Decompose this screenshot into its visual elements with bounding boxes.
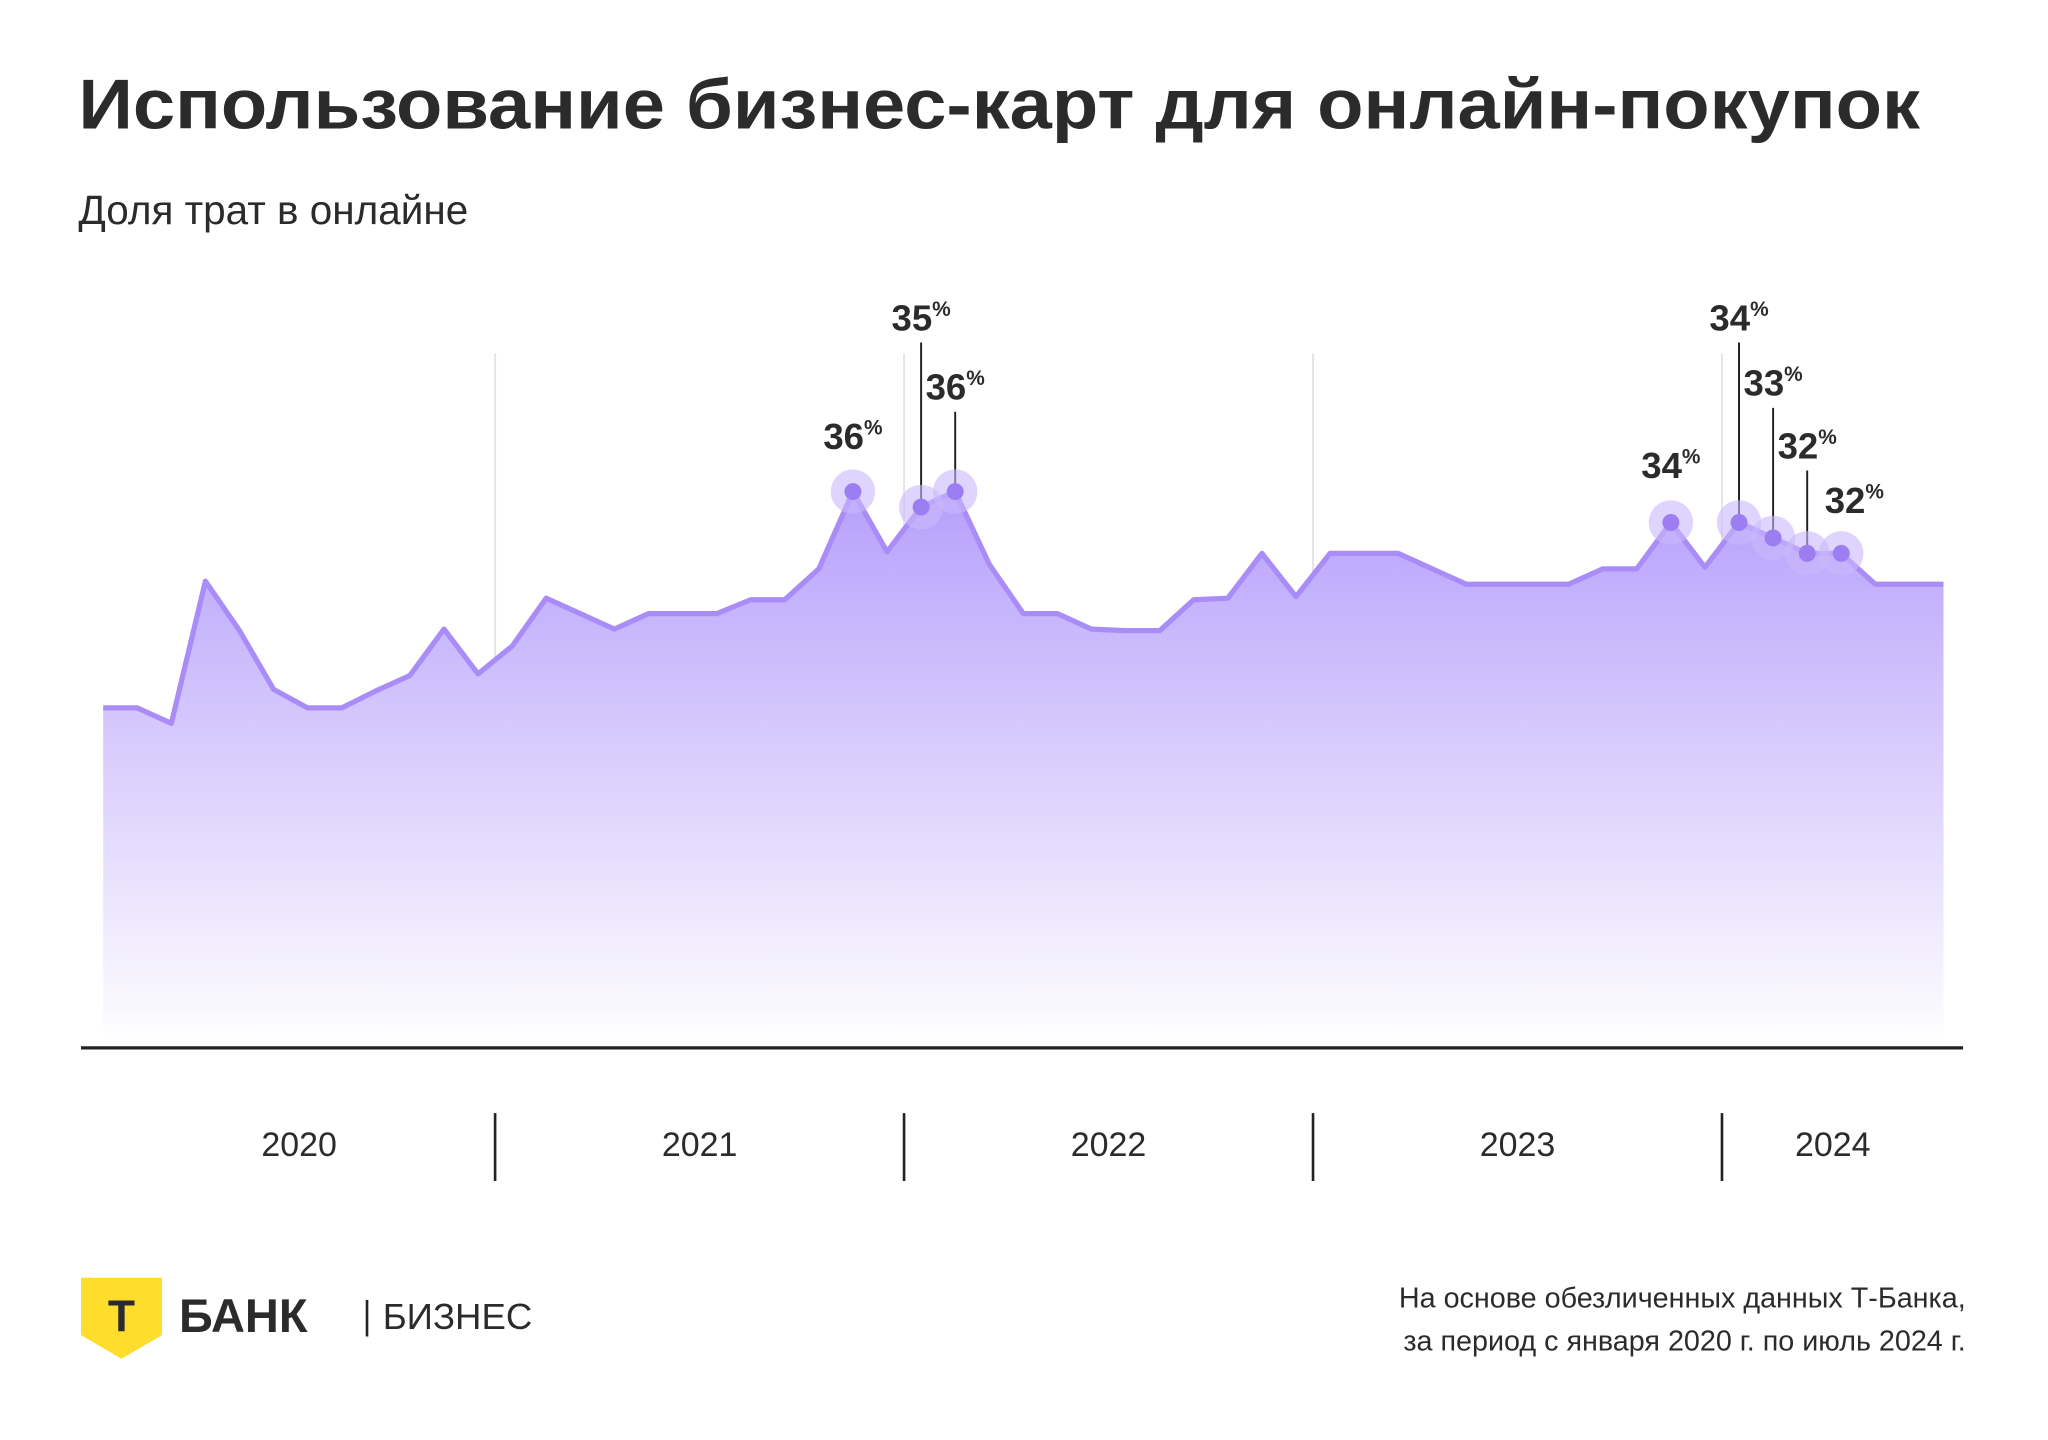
point — [1662, 513, 1680, 531]
chart-subtitle: Доля трат в онлайне — [78, 187, 468, 233]
point — [1798, 544, 1816, 562]
year-label: 2021 — [662, 1126, 738, 1164]
point — [1730, 513, 1748, 531]
point — [844, 483, 862, 501]
data-label: 36% — [926, 366, 986, 407]
data-label: 34% — [1709, 297, 1769, 338]
year-label: 2024 — [1795, 1126, 1871, 1164]
year-label: 2022 — [1071, 1126, 1147, 1164]
data-label: 35% — [891, 297, 951, 338]
point — [1832, 544, 1850, 562]
chart-title: Использование бизнес-карт для онлайн-пок… — [78, 65, 1920, 144]
line — [103, 488, 1944, 726]
area — [103, 491, 1944, 1048]
point — [912, 498, 930, 516]
footnote: На основе обезличенных данных Т-Банка, — [1399, 1283, 1966, 1315]
year-label: 2023 — [1480, 1126, 1556, 1164]
point — [946, 483, 964, 501]
data-label: 36% — [823, 416, 883, 457]
year-label: 2020 — [261, 1126, 337, 1164]
point — [1764, 529, 1782, 547]
footnote: за период с января 2020 г. по июль 2024 … — [1403, 1326, 1965, 1358]
logo-letter: Т — [108, 1292, 135, 1341]
data-label: 34% — [1641, 445, 1701, 486]
data-label: 33% — [1743, 362, 1803, 403]
logo-product: БИЗНЕС — [383, 1296, 533, 1337]
logo-name: БАНК — [179, 1289, 308, 1342]
data-label: 32% — [1778, 425, 1838, 466]
plot: 36% 35% 36% 34% 34% 33% 32% 32% — [103, 297, 1944, 1048]
data-label: 32% — [1825, 480, 1885, 521]
logo-shield — [80, 1277, 162, 1359]
